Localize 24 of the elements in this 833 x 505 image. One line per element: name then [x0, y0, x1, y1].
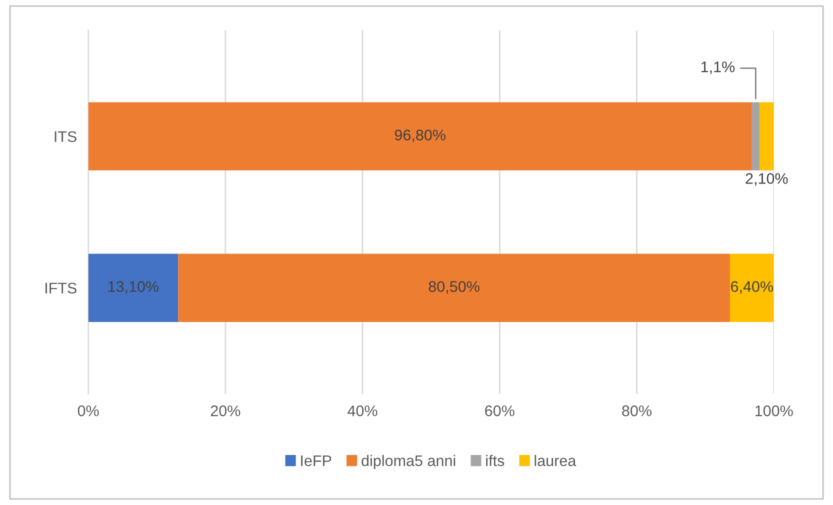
data-label: 2,10% — [746, 173, 788, 186]
data-label: 1,1% — [701, 62, 735, 74]
bar — [178, 254, 730, 322]
bar — [88, 102, 752, 170]
legend-label: diploma5 anni — [362, 454, 456, 470]
legend-label: IeFP — [301, 455, 332, 466]
x-tick-label: 60% — [485, 405, 514, 416]
bar — [730, 254, 774, 322]
x-tick-label: 100% — [755, 405, 793, 416]
bar — [752, 102, 760, 170]
y-tick-label: ITS — [54, 131, 76, 142]
x-tick-label: 20% — [210, 405, 240, 416]
data-label: 80,50% — [428, 281, 480, 294]
data-label: 13,10% — [108, 281, 159, 294]
legend-label: ifts — [486, 454, 504, 466]
bar — [88, 254, 178, 322]
x-tick-label: 40% — [348, 405, 378, 416]
x-tick-label: 0% — [78, 405, 99, 416]
legend-label: laurea — [534, 454, 576, 466]
y-tick-label: IFTS — [46, 282, 76, 294]
x-tick-label: 80% — [622, 405, 652, 416]
data-label: 96,80% — [394, 130, 446, 142]
bar — [759, 102, 774, 170]
data-label: 6,40% — [731, 281, 774, 294]
